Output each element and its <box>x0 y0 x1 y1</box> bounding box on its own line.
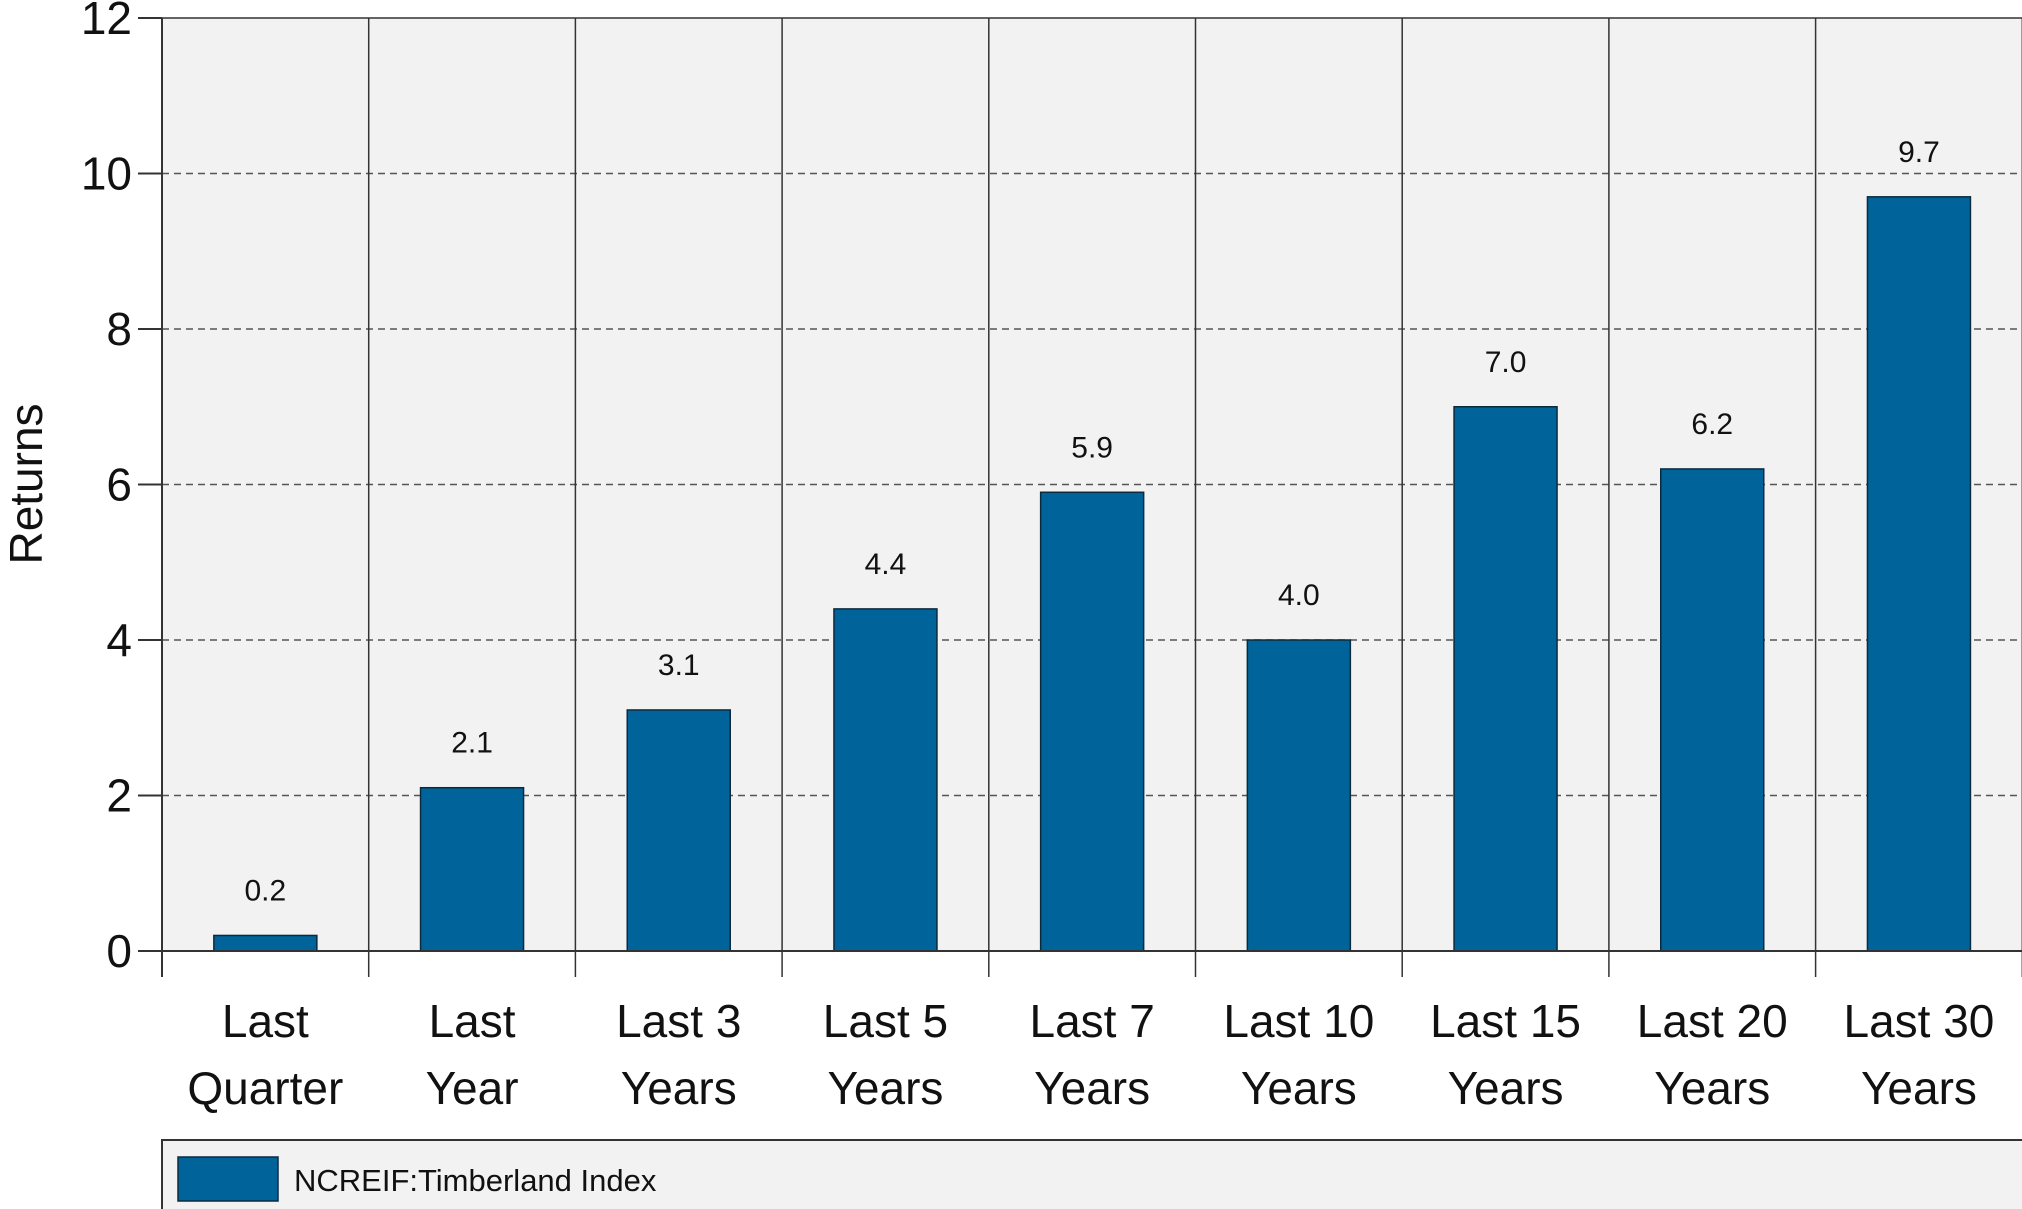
legend-frame <box>161 1139 2022 1209</box>
data-label: 6.2 <box>1691 408 1733 441</box>
x-tick-label: Last 30 Years <box>1843 995 1994 1114</box>
y-tick-label: 0 <box>106 925 132 977</box>
bar <box>1866 196 1972 952</box>
bar <box>1246 639 1352 952</box>
category-separators <box>161 18 2022 977</box>
data-label: 3.1 <box>658 649 700 682</box>
y-tick-labels: 0 2 4 6 8 10 12 <box>81 0 132 977</box>
data-labels: 0.2 2.1 3.1 4.4 5.9 4.0 7.0 6.2 9.7 <box>244 136 1939 908</box>
data-label: 9.7 <box>1898 136 1940 169</box>
bars <box>213 196 1972 952</box>
axes <box>138 17 2022 977</box>
x-tick-label: Last 7 Years <box>1029 995 1154 1114</box>
bar <box>626 709 731 952</box>
data-label: 7.0 <box>1485 346 1527 379</box>
y-tick-label: 12 <box>81 0 132 44</box>
x-tick-label: Last 15 Years <box>1430 995 1581 1114</box>
x-tick-label: Last 5 Years <box>823 995 948 1114</box>
x-tick-label: Last Quarter <box>187 995 343 1114</box>
x-tick-labels: Last Quarter Last Year Last 3 Years Last 5 Year… <box>187 995 1994 1114</box>
y-axis-label: Returns <box>0 403 52 564</box>
y-tick-label: 8 <box>106 303 132 355</box>
data-label: 2.1 <box>451 727 493 760</box>
legend-label: NCREIF:Timberland Index <box>294 1163 657 1198</box>
data-label: 0.2 <box>244 874 286 907</box>
bar <box>833 608 938 952</box>
x-tick-label: Last 3 Years <box>616 995 741 1114</box>
bar <box>1453 406 1558 952</box>
data-label: 4.0 <box>1278 579 1320 612</box>
bar <box>419 786 525 952</box>
x-tick-label: Last 10 Years <box>1223 995 1374 1114</box>
x-tick-label: Last 20 Years <box>1637 995 1788 1114</box>
legend: NCREIF:Timberland Index <box>161 1139 2022 1209</box>
x-tick-label: Last Year <box>426 995 519 1114</box>
y-tick-label: 6 <box>106 459 132 511</box>
data-label: 4.4 <box>865 548 907 581</box>
y-tick-label: 2 <box>106 770 132 822</box>
bar <box>1039 491 1145 952</box>
bar <box>1660 468 1765 952</box>
legend-swatch <box>177 1156 279 1202</box>
y-tick-label: 10 <box>81 148 132 200</box>
bar <box>213 934 318 952</box>
y-tick-label: 4 <box>106 614 132 666</box>
data-label: 5.9 <box>1071 431 1113 464</box>
